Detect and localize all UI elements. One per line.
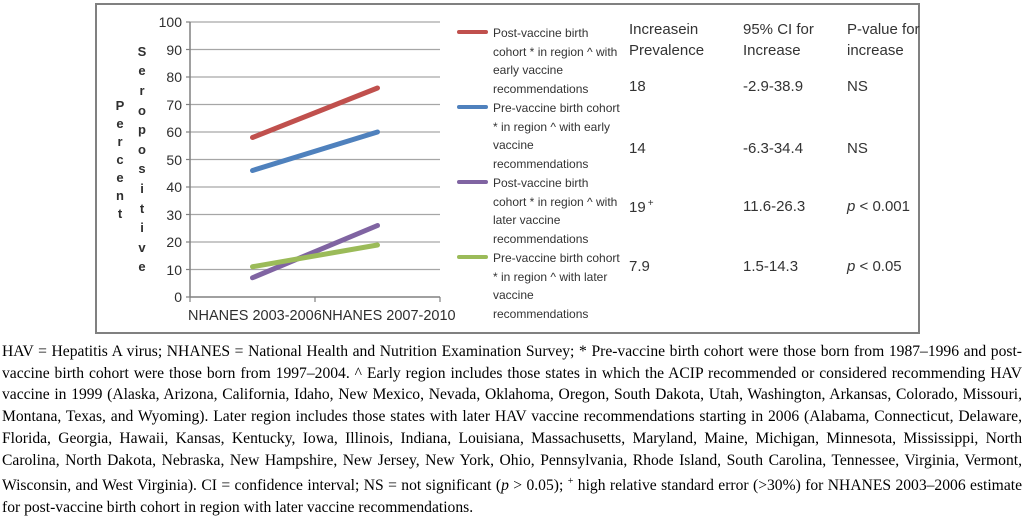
table-cell-ci: 1.5-14.3 — [743, 258, 799, 275]
x-axis-category-labels: NHANES 2003-2006 NHANES 2007-2010 — [188, 308, 456, 324]
legend-entry-label: Pre-vaccine birth cohort * in region ^ w… — [493, 101, 620, 172]
y-axis-letter: S — [137, 43, 147, 59]
y-axis-letter: P — [115, 97, 125, 113]
table-header-line: Increasein — [629, 21, 699, 38]
y-axis-letter: o — [138, 102, 146, 118]
caption-text: > 0.05); — [508, 477, 568, 495]
y-axis-letter: n — [116, 187, 124, 203]
table-column-header: Increasein Prevalence — [629, 20, 704, 61]
legend-entry-label: Post-vaccine birth cohort * in region ^ … — [493, 26, 618, 97]
y-axis-letter: o — [138, 141, 146, 157]
table-cell-pvalue: NS — [847, 78, 868, 95]
y-tick-label: 30 — [166, 206, 182, 223]
high-rse-marker: + — [647, 198, 654, 209]
y-axis-letter: p — [138, 122, 146, 138]
y-axis-letter: v — [138, 239, 146, 255]
y-axis-letter: t — [139, 200, 145, 216]
p-symbol: p — [847, 198, 856, 215]
table-header-line: 95% CI for — [743, 21, 814, 38]
table-header-line: increase — [847, 41, 904, 59]
y-axis-letter: r — [139, 83, 145, 99]
legend-swatch-line — [457, 105, 488, 109]
table-cell-pvalue: NS — [847, 140, 868, 157]
x-axis-category-label: NHANES 2007-2010 — [321, 308, 456, 324]
figure-caption: HAV = Hepatitis A virus; NHANES = Nation… — [2, 341, 1022, 516]
legend-entry-label: Post-vaccine birth cohort * in region ^ … — [493, 176, 618, 247]
table-cell-ci: -2.9-38.9 — [743, 78, 804, 95]
y-axis-letter: r — [117, 133, 123, 149]
y-axis-letter: e — [138, 259, 146, 275]
y-axis-letter: i — [140, 220, 144, 236]
table-cell-increase: 18 — [629, 78, 646, 95]
table-cell-pvalue: p < 0.05 — [847, 258, 902, 275]
table-cell-increase: 14 — [629, 140, 646, 157]
legend-entry: Post-vaccine birth cohort * in region ^ … — [457, 174, 623, 249]
legend-entry: Pre-vaccine birth cohort * in region ^ w… — [457, 99, 623, 174]
y-axis-letter: s — [138, 161, 146, 177]
y-axis-letter: t — [117, 205, 123, 221]
p-symbol: p — [847, 258, 856, 275]
y-tick-label: 70 — [166, 96, 182, 113]
y-tick-label: 40 — [166, 179, 182, 195]
legend-swatch-line — [457, 255, 488, 259]
y-tick-label: 90 — [166, 41, 182, 58]
y-tick-label: 10 — [166, 261, 182, 278]
legend-entry-label: Pre-vaccine birth cohort * in region ^ w… — [493, 251, 620, 322]
y-tick-label: 100 — [158, 14, 182, 30]
x-axis-category-label: NHANES 2003-2006 — [188, 308, 322, 324]
y-tick-label: 20 — [166, 234, 182, 250]
caption-text: HAV = Hepatitis A virus; NHANES = Nation… — [2, 343, 1022, 495]
caption-superscript: + — [567, 476, 574, 488]
legend-entry: Post-vaccine birth cohort * in region ^ … — [457, 24, 623, 99]
table-cell-ci: -6.3-34.4 — [743, 140, 804, 157]
y-tick-label: 50 — [166, 151, 182, 168]
legend-entry: Pre-vaccine birth cohort * in region ^ w… — [457, 249, 623, 324]
series-line-0 — [250, 85, 380, 140]
table-cell-increase: 19 + — [629, 198, 654, 216]
table-cell-ci: 11.6-26.3 — [743, 198, 806, 215]
table-column-header: P-value for increase — [847, 20, 920, 61]
y-axis-letter: e — [116, 169, 124, 185]
y-axis-letter: c — [116, 151, 124, 167]
y-axis-letter: e — [116, 115, 124, 131]
table-header-line: P-value for — [847, 21, 920, 38]
y-tick-label: 0 — [174, 289, 182, 305]
series-line-2 — [250, 223, 380, 281]
caption-italic-p: p — [501, 477, 509, 495]
legend-swatch-line — [457, 30, 488, 34]
table-cell-increase: 7.9 — [629, 258, 650, 275]
y-tick-label: 60 — [166, 124, 182, 140]
line-chart-plot — [186, 21, 441, 302]
series-line-3 — [250, 242, 380, 270]
table-column-header: 95% CI for Increase — [743, 20, 814, 61]
y-tick-label: 80 — [166, 69, 182, 85]
y-axis-letter: e — [138, 63, 146, 79]
table-header-line: Prevalence — [629, 41, 705, 59]
table-header-line: Increase — [743, 41, 801, 59]
caption-text: high relative standard error (>30%) for … — [2, 477, 1022, 516]
legend-swatch-line — [457, 180, 488, 184]
series-line-1 — [250, 129, 380, 173]
y-axis-letter: i — [140, 181, 144, 197]
table-cell-pvalue: p < 0.001 — [847, 198, 910, 215]
